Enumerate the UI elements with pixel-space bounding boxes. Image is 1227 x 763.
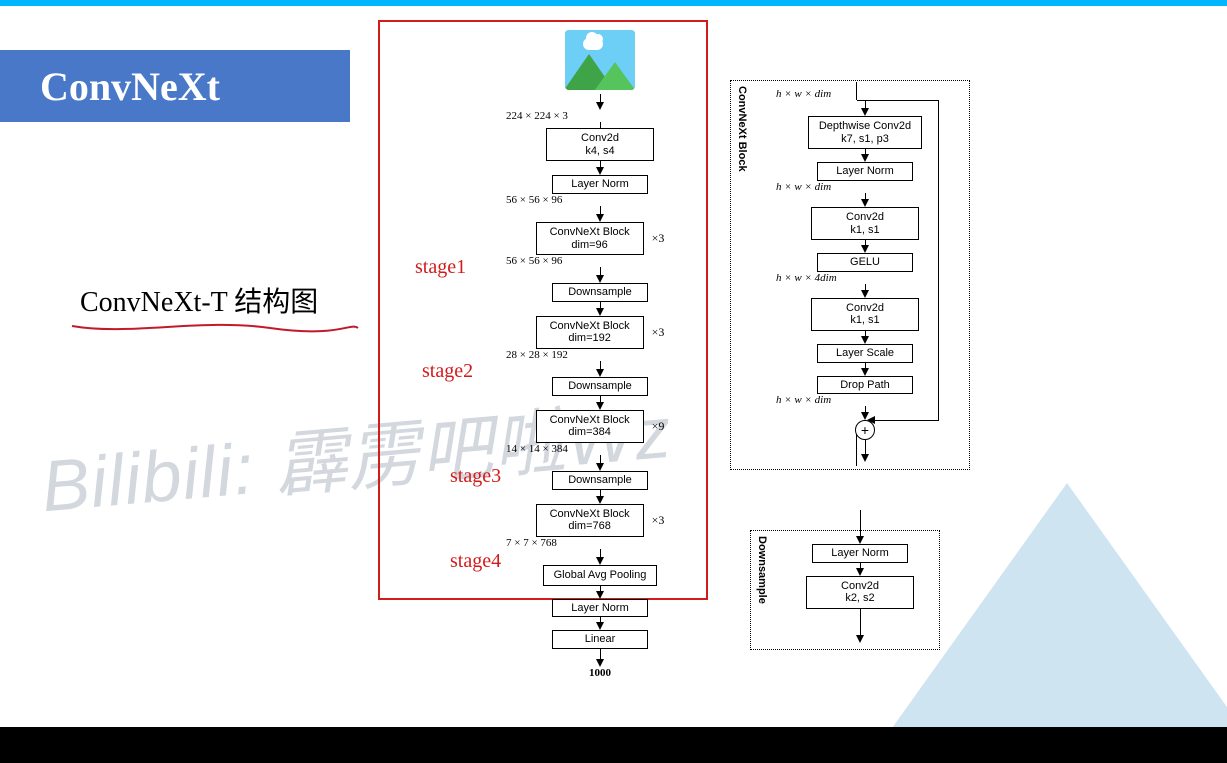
blk-mid-dim2: h × w × 4dim bbox=[776, 272, 837, 284]
stage4-label: stage4 bbox=[450, 550, 501, 573]
stage2-block: ConvNeXt Block dim=192 bbox=[536, 316, 644, 349]
blk-ln1: Layer Norm bbox=[817, 162, 913, 181]
blk-pwconv2: Conv2d k1, s1 bbox=[811, 298, 919, 331]
underline-squiggle bbox=[70, 318, 360, 336]
blk-in-dim: h × w × dim bbox=[776, 88, 831, 100]
blk-dwconv: Depthwise Conv2d k7, s1, p3 bbox=[808, 116, 922, 149]
blk-droppath: Drop Path bbox=[817, 376, 913, 395]
top-accent-bar bbox=[0, 0, 1227, 6]
dim-after-s1: 56 × 56 × 96 bbox=[506, 255, 562, 267]
stage3-block: ConvNeXt Block dim=384 bbox=[536, 410, 644, 443]
stage4-downsample: Downsample bbox=[552, 471, 648, 490]
page-title-banner: ConvNeXt bbox=[0, 50, 350, 122]
stage2-downsample: Downsample bbox=[552, 283, 648, 302]
head-linear-box: Linear bbox=[552, 630, 648, 649]
dim-input: 224 × 224 × 3 bbox=[506, 110, 568, 122]
residual-add-icon: + bbox=[855, 420, 875, 440]
blk-out-dim: h × w × dim bbox=[776, 394, 831, 406]
output-classes: 1000 bbox=[589, 667, 611, 679]
stage1-block: ConvNeXt Block dim=96 bbox=[536, 222, 644, 255]
stem-conv-box: Conv2d k4, s4 bbox=[546, 128, 654, 161]
stage1-block-row: ConvNeXt Block dim=96 ×3 bbox=[536, 222, 665, 255]
bottom-bar bbox=[0, 727, 1227, 763]
dim-after-s3: 14 × 14 × 384 bbox=[506, 443, 568, 455]
stage1-label: stage1 bbox=[415, 256, 466, 279]
stage4-block-row: ConvNeXt Block dim=768 ×3 bbox=[536, 504, 665, 537]
stage2-block-row: ConvNeXt Block dim=192 ×3 bbox=[536, 316, 665, 349]
blk-pwconv1: Conv2d k1, s1 bbox=[811, 207, 919, 240]
dim-after-stem: 56 × 56 × 96 bbox=[506, 194, 562, 206]
stage3-block-row: ConvNeXt Block dim=384 ×9 bbox=[536, 410, 665, 443]
blk-layerscale: Layer Scale bbox=[817, 344, 913, 363]
input-image-icon bbox=[565, 30, 635, 90]
convnext-block-flow: h × w × dim Depthwise Conv2d k7, s1, p3 … bbox=[770, 88, 960, 462]
dim-after-s2: 28 × 28 × 192 bbox=[506, 349, 568, 361]
gap-box: Global Avg Pooling bbox=[543, 565, 658, 586]
ds-conv: Conv2d k2, s2 bbox=[806, 576, 914, 609]
main-flowchart: 224 × 224 × 3 Conv2d k4, s4 Layer Norm 5… bbox=[500, 30, 700, 679]
stage2-repeat: ×3 bbox=[652, 325, 665, 340]
blk-mid-dim: h × w × dim bbox=[776, 181, 831, 193]
blk-gelu: GELU bbox=[817, 253, 913, 272]
stage3-label: stage3 bbox=[450, 465, 501, 488]
dim-after-s4: 7 × 7 × 768 bbox=[506, 537, 557, 549]
stage3-repeat: ×9 bbox=[652, 419, 665, 434]
downsample-title: Downsample bbox=[756, 536, 768, 604]
ds-ln: Layer Norm bbox=[812, 544, 908, 563]
stage3-downsample: Downsample bbox=[552, 377, 648, 396]
stage4-repeat: ×3 bbox=[652, 513, 665, 528]
subtitle-text: ConvNeXt-T 结构图 bbox=[80, 280, 318, 320]
page-title: ConvNeXt bbox=[40, 63, 220, 110]
stage1-repeat: ×3 bbox=[652, 231, 665, 246]
stage2-label: stage2 bbox=[422, 360, 473, 383]
head-ln-box: Layer Norm bbox=[552, 599, 648, 618]
stage4-block: ConvNeXt Block dim=768 bbox=[536, 504, 644, 537]
stem-ln-box: Layer Norm bbox=[552, 175, 648, 194]
convnext-block-title: ConvNeXt Block bbox=[736, 86, 748, 172]
downsample-flow: Layer Norm Conv2d k2, s2 bbox=[790, 510, 930, 643]
